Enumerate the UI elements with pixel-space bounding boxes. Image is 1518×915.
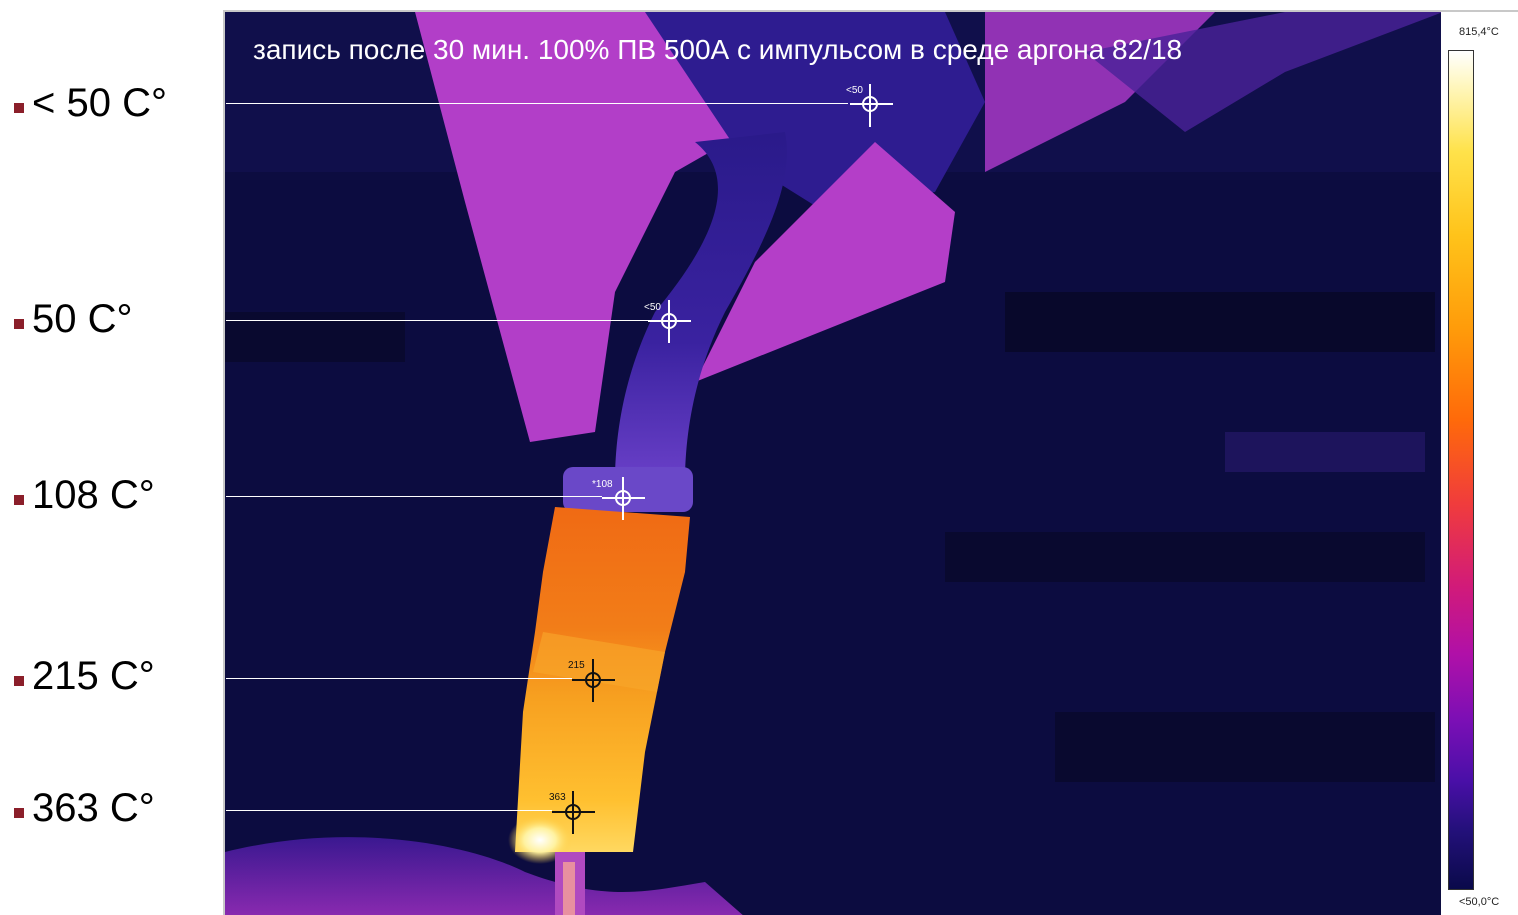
temp-label-text: 50 C° (32, 297, 133, 341)
marker-value-5: 363 (549, 792, 566, 803)
temp-label-2: 50 C° (14, 299, 133, 339)
leader-line (226, 103, 848, 104)
bullet-icon (14, 495, 24, 505)
leader-line (226, 496, 602, 497)
temp-label-text: 108 C° (32, 473, 155, 517)
marker-2 (648, 300, 691, 343)
bullet-icon (14, 808, 24, 818)
bullet-icon (14, 103, 24, 113)
marker-3 (602, 477, 645, 520)
temp-label-1: < 50 C° (14, 83, 167, 123)
marker-5 (552, 791, 595, 834)
marker-value-2: <50 (644, 302, 661, 313)
marker-value-4: 215 (568, 660, 585, 671)
marker-4 (572, 659, 615, 702)
caption: запись после 30 мин. 100% ПВ 500А с импу… (253, 34, 1183, 65)
thermal-scene (225, 12, 1443, 915)
bullet-icon (14, 319, 24, 329)
temp-label-4: 215 C° (14, 656, 155, 696)
scale-max-label: 815,4°C (1459, 26, 1499, 38)
temp-label-5: 363 C° (14, 788, 155, 828)
marker-1 (850, 84, 893, 127)
leader-line (226, 320, 648, 321)
temp-label-text: 363 C° (32, 786, 155, 830)
temp-label-3: 108 C° (14, 475, 155, 515)
leader-line (226, 678, 572, 679)
marker-value-3: *108 (592, 479, 613, 490)
temp-label-text: < 50 C° (32, 81, 167, 125)
thermal-image: запись после 30 мин. 100% ПВ 500А с импу… (223, 10, 1443, 915)
scale-gradient-bar (1448, 50, 1474, 890)
color-scale: 815,4°C <50,0°C (1441, 10, 1518, 915)
leader-line (226, 810, 552, 811)
temp-label-text: 215 C° (32, 654, 155, 698)
marker-value-1: <50 (846, 85, 863, 96)
bullet-icon (14, 676, 24, 686)
scale-min-label: <50,0°C (1459, 896, 1500, 908)
